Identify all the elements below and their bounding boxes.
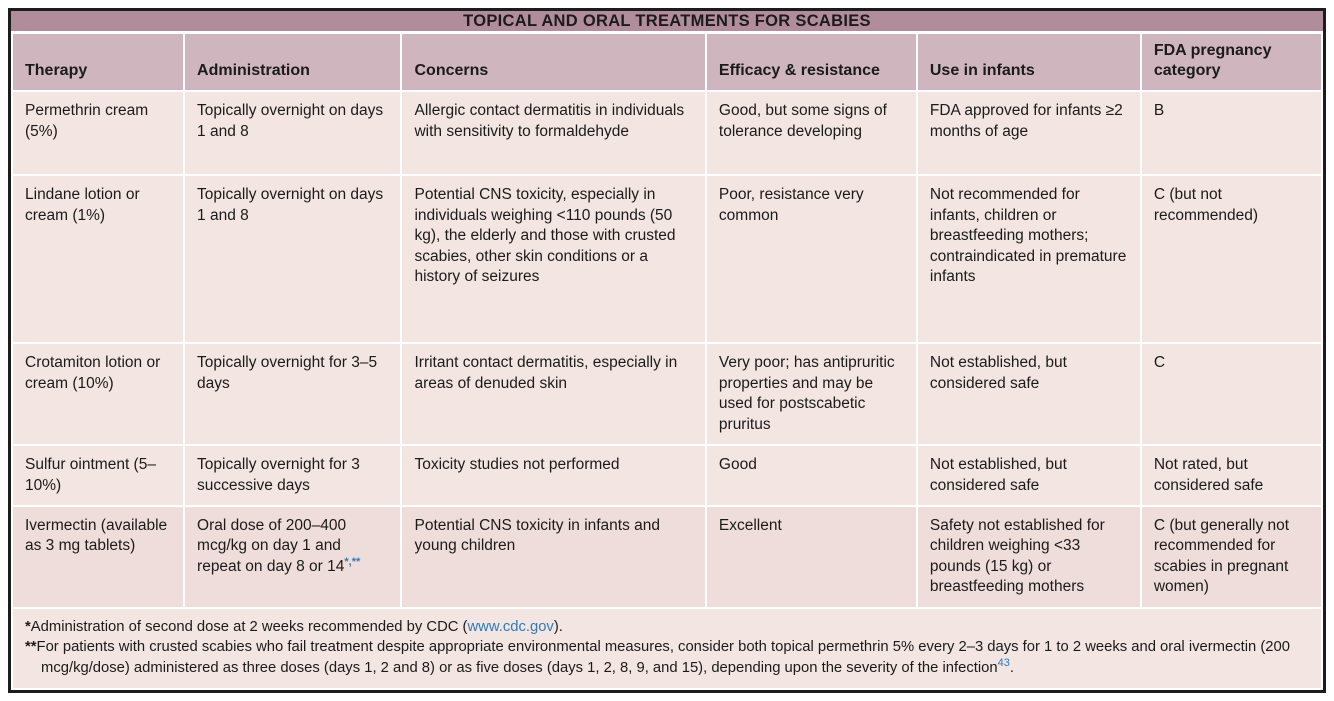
footnote-marker: **: [25, 639, 37, 656]
table-cell: Toxicity studies not performed: [402, 446, 705, 505]
table-cell: Good: [706, 446, 916, 505]
table-row: Ivermectin (available as 3 mg tablets) Or…: [13, 506, 1321, 607]
column-header-concerns: Concerns: [402, 34, 705, 91]
table-frame: TOPICAL AND ORAL TREATMENTS FOR SCABIES …: [8, 8, 1326, 693]
table-cell: Allergic contact dermatitis in individua…: [402, 92, 705, 175]
table-cell: FDA approved for infants ≥2 months of ag…: [917, 92, 1140, 175]
footnotes: *Administration of second dose at 2 week…: [13, 608, 1321, 688]
table-cell: Poor, resistance very common: [706, 176, 916, 343]
table-cell: B: [1141, 92, 1321, 175]
column-header-administration: Administration: [185, 34, 401, 91]
header-row: Therapy Administration Concerns Efficacy…: [13, 34, 1321, 91]
table-cell: Safety not established for children weig…: [917, 506, 1140, 607]
table-cell: C (but not recommended): [1141, 176, 1321, 343]
table-cell: Crotamiton lotion or cream (10%): [13, 344, 184, 445]
footnote-marker: *: [25, 618, 31, 635]
table-cell: Ivermectin (available as 3 mg tablets): [13, 506, 184, 607]
column-header-therapy: Therapy: [13, 34, 184, 91]
column-header-infants: Use in infants: [917, 34, 1140, 91]
table-cell: Topically overnight on days 1 and 8: [185, 176, 401, 343]
table-cell: Not established, but considered safe: [917, 446, 1140, 505]
table-cell: Permethrin cream (5%): [13, 92, 184, 175]
table-cell: Not recommended for infants, children or…: [917, 176, 1140, 343]
table-row: Permethrin cream (5%) Topically overnight…: [13, 92, 1321, 175]
table-cell: Potential CNS toxicity, especially in in…: [402, 176, 705, 343]
table-row: Sulfur ointment (5–10%) Topically overnig…: [13, 446, 1321, 505]
table-cell: Irritant contact dermatitis, especially …: [402, 344, 705, 445]
column-header-efficacy: Efficacy & resistance: [706, 34, 916, 91]
table-cell: Sulfur ointment (5–10%): [13, 446, 184, 505]
table-cell: C: [1141, 344, 1321, 445]
table-cell: C (but generally not recommended for sca…: [1141, 506, 1321, 607]
column-header-fda-category: FDA pregnancy category: [1141, 34, 1321, 91]
table-cell: Lindane lotion or cream (1%): [13, 176, 184, 343]
treatments-table: Therapy Administration Concerns Efficacy…: [11, 32, 1323, 609]
table-row: Lindane lotion or cream (1%) Topically ov…: [13, 176, 1321, 343]
table-row: Crotamiton lotion or cream (10%) Topicall…: [13, 344, 1321, 445]
table-cell: Oral dose of 200–400 mcg/kg on day 1 and…: [185, 506, 401, 607]
table-cell: Topically overnight for 3 successive day…: [185, 446, 401, 505]
table-cell: Not rated, but considered safe: [1141, 446, 1321, 505]
table-body: Permethrin cream (5%) Topically overnight…: [13, 92, 1321, 607]
footnote-marker-superscript: *,**: [344, 555, 361, 568]
table-cell: Topically overnight on days 1 and 8: [185, 92, 401, 175]
table-cell: Potential CNS toxicity in infants and yo…: [402, 506, 705, 607]
cdc-link[interactable]: www.cdc.gov: [467, 618, 554, 635]
table-cell: Very poor; has antipruritic properties a…: [706, 344, 916, 445]
table-title: TOPICAL AND ORAL TREATMENTS FOR SCABIES: [11, 11, 1323, 32]
table-cell: Not established, but considered safe: [917, 344, 1140, 445]
reference-superscript: 43: [997, 656, 1010, 669]
table-cell: Excellent: [706, 506, 916, 607]
footnote: *Administration of second dose at 2 week…: [25, 618, 563, 635]
footnote: **For patients with crusted scabies who …: [25, 639, 1290, 676]
table-cell: Good, but some signs of tolerance develo…: [706, 92, 916, 175]
table-cell: Topically overnight for 3–5 days: [185, 344, 401, 445]
